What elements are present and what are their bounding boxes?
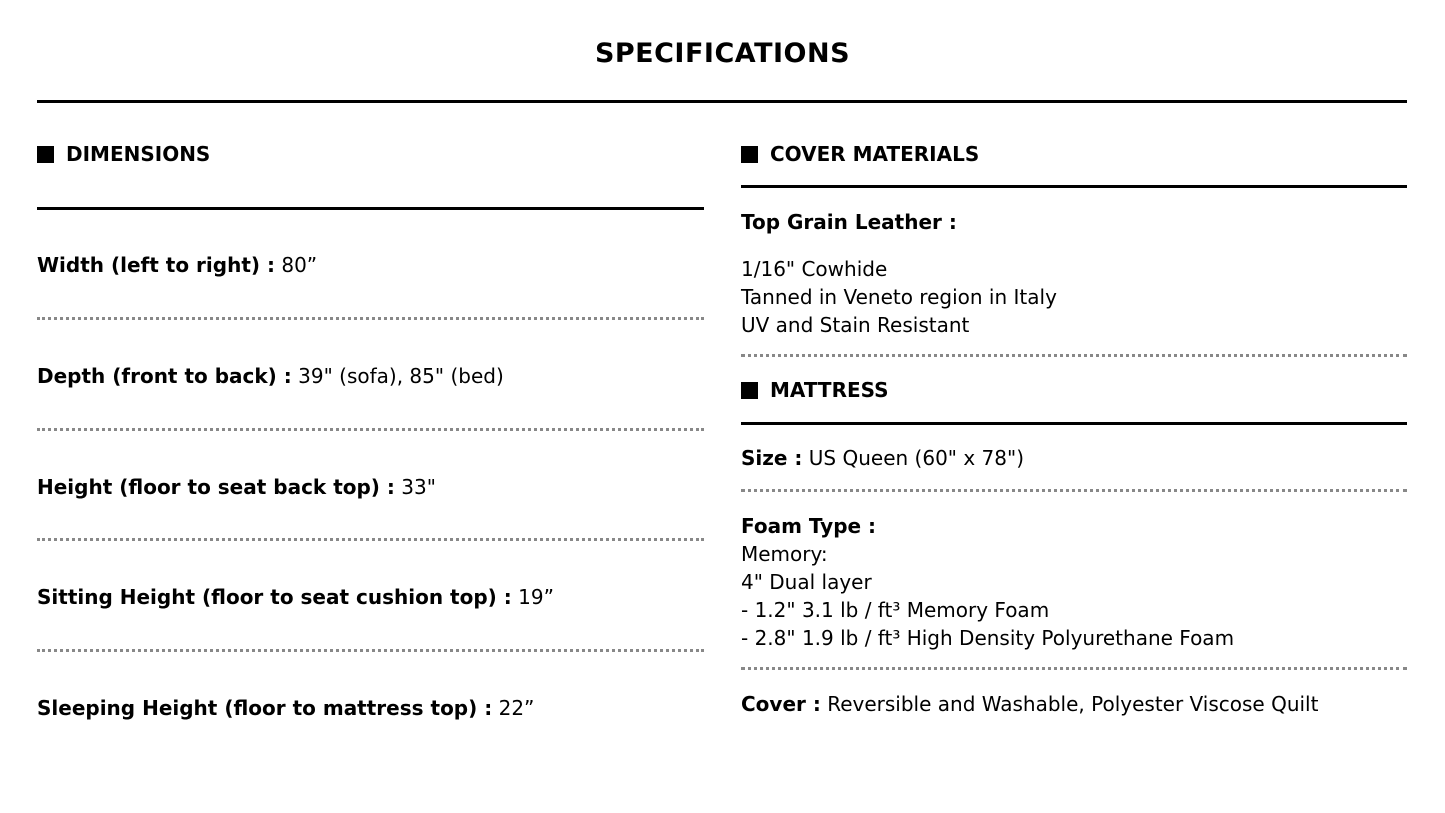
spec-value: 22” <box>492 696 535 720</box>
spec-value: US Queen (60" x 78") <box>802 446 1024 470</box>
square-bullet-icon <box>741 381 758 399</box>
leather-details: 1/16" Cowhide Tanned in Veneto region in… <box>741 255 1407 339</box>
dotted-divider <box>37 317 704 320</box>
spec-row-width: Width (left to right) : 80” <box>37 251 704 279</box>
spec-value: 33" <box>394 475 436 499</box>
spec-row-height: Height (floor to seat back top) : 33" <box>37 473 704 501</box>
dotted-divider <box>741 667 1407 670</box>
spec-label: Depth (front to back) : <box>37 364 292 388</box>
spec-label: Foam Type : <box>741 514 877 538</box>
dimensions-heading-text: DIMENSIONS <box>66 142 211 166</box>
dotted-divider <box>741 354 1407 357</box>
dotted-divider <box>37 428 704 431</box>
spec-row-size: Size : US Queen (60" x 78") <box>741 444 1407 472</box>
page-title: SPECIFICATIONS <box>594 38 851 69</box>
spec-label: Top Grain Leather : <box>741 210 957 234</box>
spec-value: 39" (sofa), 85" (bed) <box>291 364 504 388</box>
spec-label: Cover : <box>741 692 821 716</box>
spec-row-foam-type: Foam Type : Memory: 4" Dual layer - 1.2"… <box>741 512 1407 652</box>
mattress-divider <box>741 422 1407 425</box>
spec-value: Reversible and Washable, Polyester Visco… <box>820 692 1319 716</box>
foam-line: - 1.2" 3.1 lb / ft³ Memory Foam <box>741 598 1050 622</box>
spec-label: Size : <box>741 446 803 470</box>
spec-value: 80” <box>274 253 318 277</box>
spec-row-sitting-height: Sitting Height (floor to seat cushion to… <box>37 583 704 611</box>
leather-line: Tanned in Veneto region in Italy <box>741 285 1057 309</box>
foam-line: 4" Dual layer <box>741 570 872 594</box>
spec-row-cover: Cover : Reversible and Washable, Polyest… <box>741 690 1407 718</box>
leather-line: 1/16" Cowhide <box>741 257 888 281</box>
dotted-divider <box>37 538 704 541</box>
square-bullet-icon <box>37 145 54 163</box>
leather-label: Top Grain Leather : <box>741 208 1407 236</box>
spec-label: Sitting Height (floor to seat cushion to… <box>37 585 512 609</box>
dimensions-heading: DIMENSIONS <box>37 142 704 166</box>
spec-label: Sleeping Height (floor to mattress top) … <box>37 696 493 720</box>
foam-line: - 2.8" 1.9 lb / ft³ High Density Polyure… <box>741 626 1235 650</box>
dotted-divider <box>37 649 704 652</box>
title-divider <box>37 100 1407 103</box>
cover-materials-heading: COVER MATERIALS <box>741 142 1407 166</box>
cover-materials-heading-text: COVER MATERIALS <box>770 142 980 166</box>
cover-materials-divider <box>741 185 1407 188</box>
spec-row-depth: Depth (front to back) : 39" (sofa), 85" … <box>37 362 704 390</box>
spec-value: 19” <box>511 585 554 609</box>
spec-label: Height (floor to seat back top) : <box>37 475 395 499</box>
leather-line: UV and Stain Resistant <box>741 313 970 337</box>
foam-line: Memory: <box>741 542 828 566</box>
spec-row-sleeping-height: Sleeping Height (floor to mattress top) … <box>37 694 704 722</box>
square-bullet-icon <box>741 145 758 163</box>
dimensions-divider <box>37 207 704 210</box>
dotted-divider <box>741 489 1407 492</box>
mattress-heading: MATTRESS <box>741 378 1407 402</box>
mattress-heading-text: MATTRESS <box>770 378 889 402</box>
spec-label: Width (left to right) : <box>37 253 275 277</box>
